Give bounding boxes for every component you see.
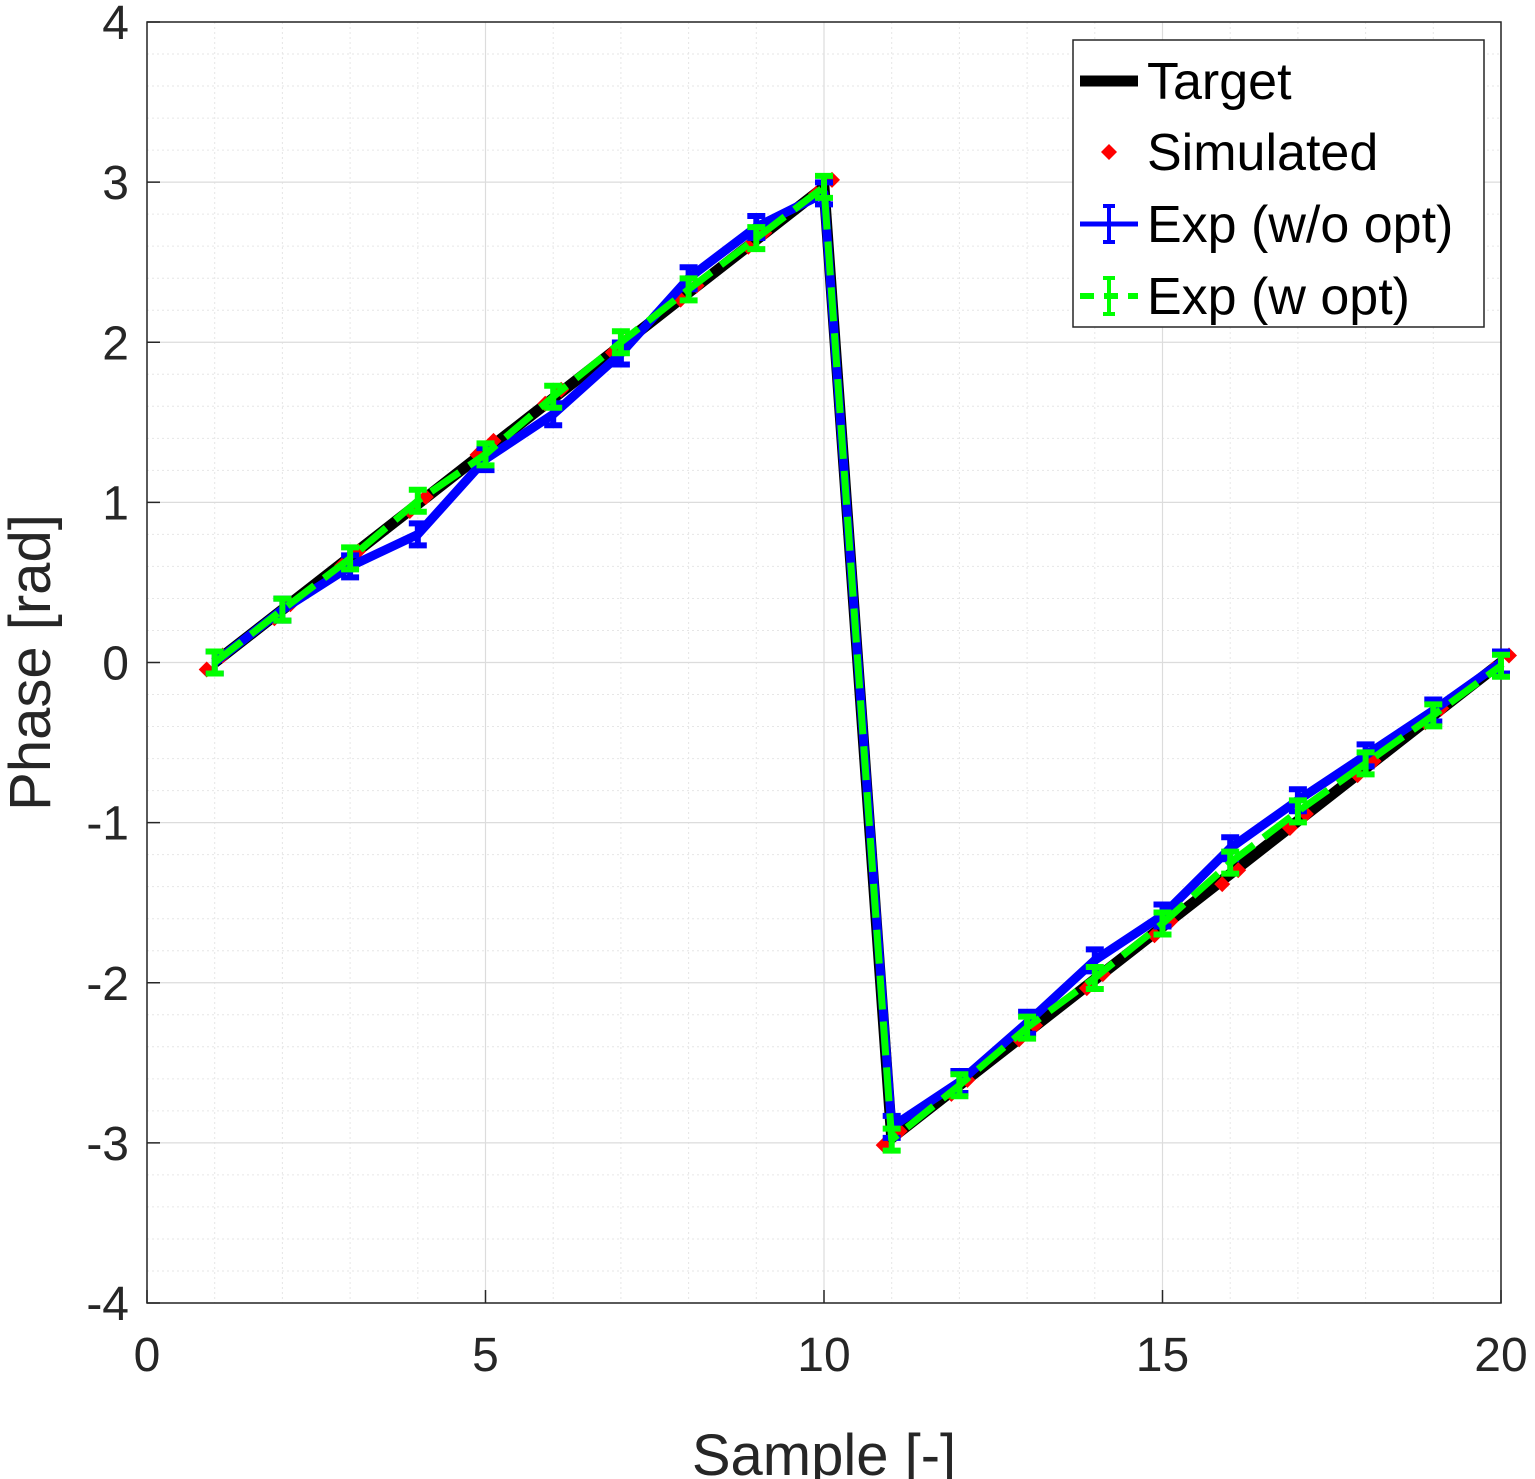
y-axis-label: Phase [rad] <box>0 514 63 811</box>
simulated-point <box>1214 876 1231 893</box>
exp-w-opt-errorbar <box>1288 797 1307 826</box>
x-tick-label: 10 <box>797 1329 850 1382</box>
exp-w-opt-errorbar <box>747 224 766 253</box>
exp-w-opt-errorbar <box>679 275 698 304</box>
y-tick-label: -4 <box>86 1278 129 1331</box>
legend-label-exp-wo-opt: Exp (w/o opt) <box>1147 196 1453 254</box>
legend-samples <box>1080 75 1138 316</box>
y-tick-label: -1 <box>86 798 129 851</box>
exp-w-opt-errorbar <box>205 648 224 677</box>
exp-w-opt-errorbar <box>1492 651 1510 680</box>
legend-label-simulated: Simulated <box>1147 124 1378 182</box>
exp-w-opt-errorbar <box>815 172 833 201</box>
exp-w-opt-errorbar <box>1221 848 1240 877</box>
series-line-exp-w-opt <box>212 183 1504 1144</box>
legend-label-exp-w-opt: Exp (w opt) <box>1147 268 1410 326</box>
exp-w-opt-errorbar <box>1085 963 1104 992</box>
exp-w-opt-errorbar <box>408 486 427 515</box>
exp-wo-opt-errorbar <box>408 520 427 549</box>
legend-errorbar-exp-w-opt <box>1103 276 1115 316</box>
legend-box <box>1072 39 1485 328</box>
y-tick-label: 3 <box>102 157 129 210</box>
x-tick-label: 20 <box>1474 1329 1527 1382</box>
y-tick-label: 0 <box>102 638 129 691</box>
legend-sample-simulated <box>1101 144 1117 160</box>
legend-errorbar-exp-wo-opt <box>1103 204 1115 244</box>
y-tick-label: 2 <box>102 317 129 370</box>
exp-w-opt-errorbar <box>1356 749 1375 778</box>
exp-w-opt-errorbar <box>1153 909 1172 938</box>
x-tick-label: 5 <box>472 1329 499 1382</box>
tick-labels: 0 5 10 15 20 -4 -3 -2 -1 0 1 2 3 4 <box>86 0 1527 1382</box>
exp-w-opt-errorbar <box>544 382 563 411</box>
exp-w-opt-errorbar <box>1018 1013 1037 1042</box>
x-tick-label: 15 <box>1136 1329 1189 1382</box>
x-tick-label: 0 <box>134 1329 161 1382</box>
legend: Target Simulated Exp (w/o opt) Exp (w op… <box>1072 39 1485 328</box>
exp-w-opt-errorbar <box>1424 701 1443 730</box>
exp-w-opt-errorbar <box>273 595 292 624</box>
exp-w-opt-errorbar <box>476 440 495 469</box>
y-tick-label: -3 <box>86 1118 129 1171</box>
x-axis-label: Sample [-] <box>692 1423 956 1479</box>
legend-label-target: Target <box>1147 53 1292 111</box>
y-tick-label: 1 <box>102 477 129 530</box>
y-tick-label: -2 <box>86 958 129 1011</box>
exp-w-opt-errorbar <box>611 328 630 357</box>
exp-w-opt-errorbar <box>341 544 360 573</box>
y-tick-label: 4 <box>102 0 129 50</box>
exp-w-opt-errorbar <box>882 1125 901 1154</box>
exp-w-opt-errorbar <box>950 1071 969 1100</box>
axis-ticks <box>146 21 1502 1304</box>
series-layer <box>198 171 1517 1154</box>
